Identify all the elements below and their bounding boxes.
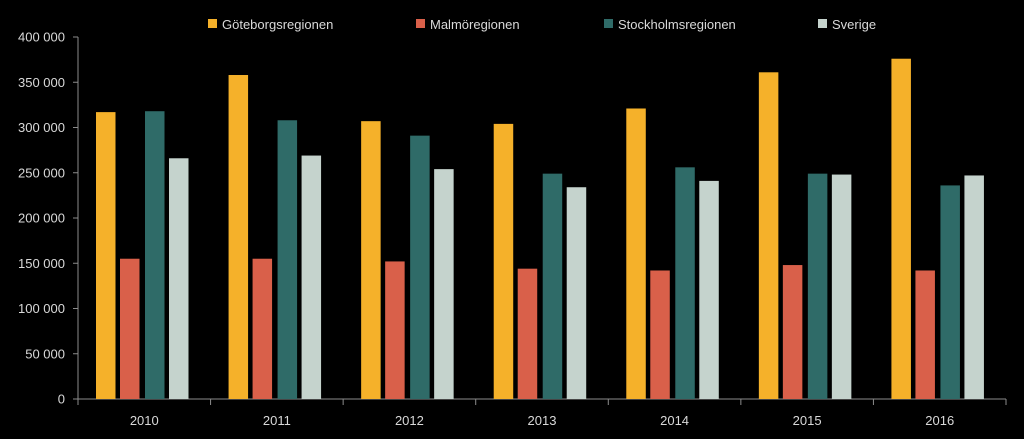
bar-2010-0: [96, 112, 116, 400]
x-tick-label: 2014: [660, 413, 689, 428]
bar-2013-3: [566, 187, 587, 399]
y-tick-label: 300 000: [18, 120, 65, 135]
legend-swatch: [208, 19, 217, 28]
y-tick-label: 150 000: [18, 256, 65, 271]
bar-2012-0: [361, 121, 381, 399]
bar-2012-1: [385, 261, 405, 399]
bar-2013-1: [517, 268, 538, 399]
bar-2013-2: [542, 173, 563, 399]
bars: [96, 58, 984, 400]
bar-2016-2: [940, 185, 960, 399]
y-tick-label: 250 000: [18, 165, 65, 180]
legend-swatch: [416, 19, 425, 28]
bar-2011-1: [252, 258, 273, 399]
bar-2010-1: [120, 258, 140, 399]
y-axis: 0 50 000 100 000 150 000 200 000 250 000 300 0…: [18, 30, 79, 407]
y-tick-label: 400 000: [18, 30, 65, 45]
bar-2012-3: [434, 169, 454, 399]
bar-2014-1: [650, 270, 670, 399]
x-tick-label: 2016: [925, 413, 954, 428]
y-tick-label: 350 000: [18, 75, 65, 90]
bar-2015-2: [807, 173, 828, 399]
x-tick-label: 2012: [395, 413, 424, 428]
bar-2014-3: [699, 180, 719, 399]
bar-2010-2: [145, 111, 165, 400]
bar-2015-0: [758, 72, 779, 400]
x-tick-label: 2013: [528, 413, 557, 428]
bar-2014-0: [626, 108, 646, 400]
bar-2013-0: [493, 123, 514, 399]
bar-2015-3: [831, 174, 852, 399]
legend-label: Stockholmsregionen: [618, 17, 736, 32]
bar-2010-3: [169, 158, 189, 399]
y-tick-label: 200 000: [18, 211, 65, 226]
y-tick-label: 0: [58, 392, 65, 407]
bar-2012-2: [410, 135, 430, 399]
bar-2016-3: [964, 175, 984, 399]
bar-2016-1: [915, 270, 935, 399]
legend-label: Sverige: [832, 17, 876, 32]
y-tick-label: 50 000: [25, 346, 65, 361]
x-tick-label: 2015: [793, 413, 822, 428]
bar-2011-3: [301, 155, 322, 399]
x-tick-label: 2010: [130, 413, 159, 428]
legend-label: Malmöregionen: [430, 17, 520, 32]
y-tick-label: 100 000: [18, 301, 65, 316]
bar-2015-1: [782, 265, 803, 399]
x-axis: 2010 2011 2012 2013 2014 2015 2016: [77, 398, 1007, 428]
legend-swatch: [604, 19, 613, 28]
legend: Göteborgsregionen Malmöregionen Stockholms…: [208, 17, 876, 32]
bar-2016-0: [891, 58, 911, 399]
bar-2011-2: [277, 120, 298, 399]
x-tick-label: 2011: [263, 413, 291, 428]
legend-swatch: [818, 19, 827, 28]
bar-2014-2: [675, 167, 695, 399]
legend-label: Göteborgsregionen: [222, 17, 333, 32]
bar-2011-0: [228, 75, 249, 399]
